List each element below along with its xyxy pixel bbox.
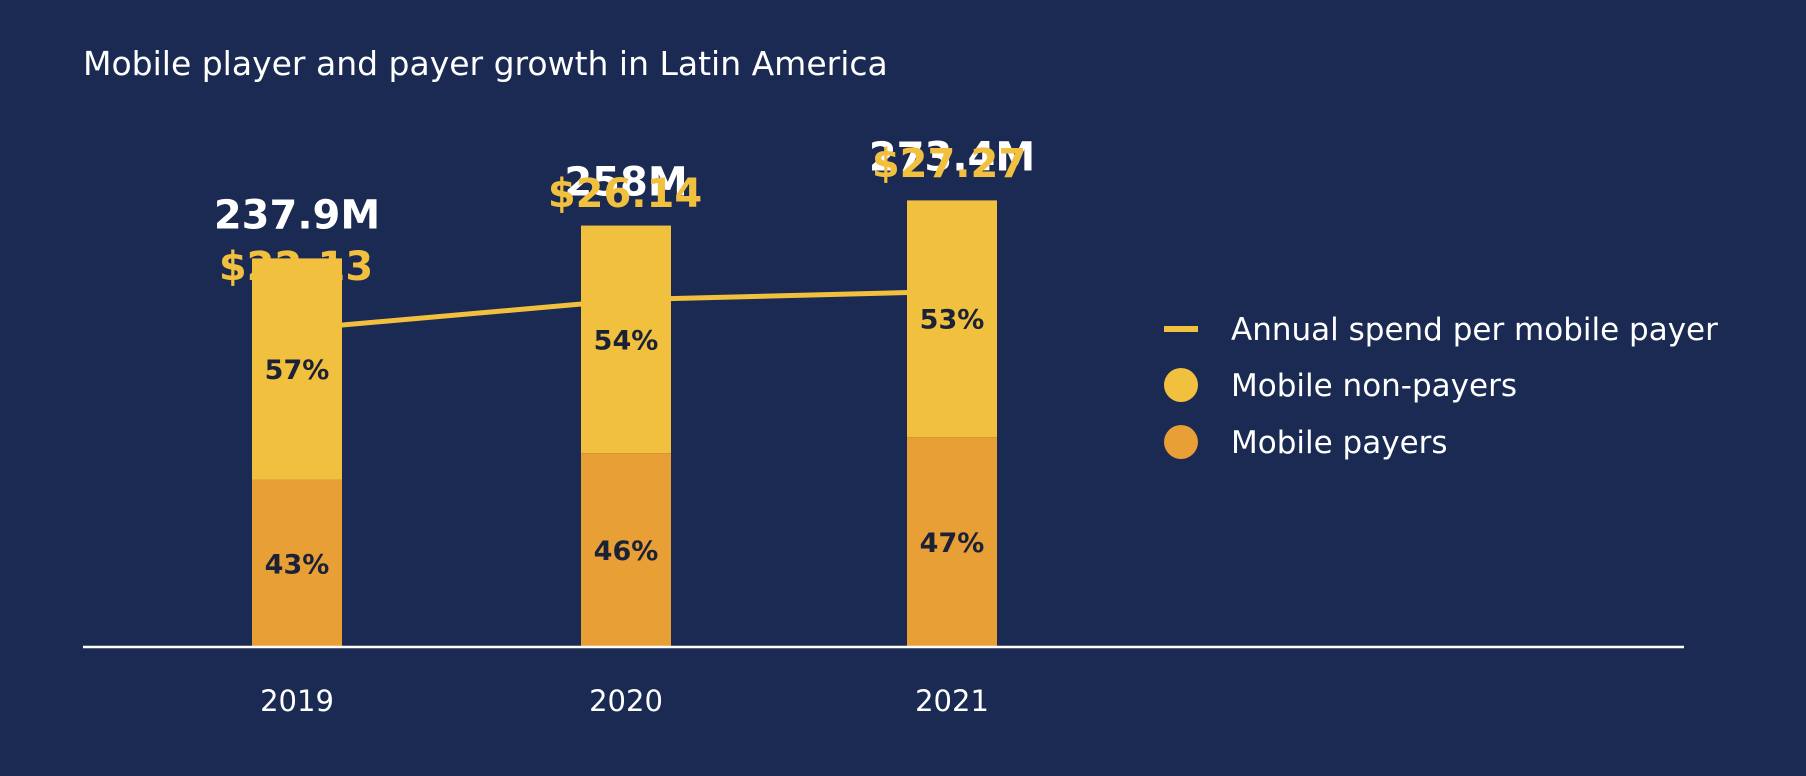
label-non-payers-2019: 57% [265, 355, 330, 386]
label-non-payers-2021: 53% [920, 305, 985, 336]
bar-non-payers-2019 [252, 258, 342, 480]
x-tick-2021: 2021 [915, 684, 989, 718]
x-tick-2019: 2019 [260, 684, 334, 718]
spend-label-2019: $22.13 [219, 244, 373, 290]
legend-label-annual-spend-per-mobile-payer: Annual spend per mobile payer [1231, 312, 1718, 348]
spend-label-2020: $26.14 [548, 171, 702, 217]
bar-payers-2021 [907, 437, 997, 647]
label-payers-2020: 46% [594, 536, 659, 567]
legend-marker-mobile-non-payers [1164, 368, 1198, 402]
total-label-2020: 258M [564, 160, 687, 206]
legend-marker-annual-spend-per-mobile-payer [1164, 326, 1198, 332]
label-payers-2019: 43% [265, 549, 330, 580]
chart-title: Mobile player and payer growth in Latin … [83, 44, 888, 83]
legend-label-mobile-payers: Mobile payers [1231, 425, 1448, 461]
label-payers-2021: 47% [920, 528, 985, 559]
x-tick-2020: 2020 [589, 684, 663, 718]
bar-payers-2020 [581, 453, 671, 647]
bar-payers-2019 [252, 479, 342, 647]
label-non-payers-2020: 54% [594, 325, 659, 356]
legend-label-mobile-non-payers: Mobile non-payers [1231, 368, 1517, 404]
bar-non-payers-2021 [907, 200, 997, 438]
total-label-2021: 273.4M [869, 134, 1035, 180]
legend-marker-mobile-payers [1164, 425, 1198, 459]
bar-non-payers-2020 [581, 225, 671, 454]
total-label-2019: 237.9M [214, 192, 380, 238]
spend-label-2021: $27.27 [872, 141, 1026, 187]
